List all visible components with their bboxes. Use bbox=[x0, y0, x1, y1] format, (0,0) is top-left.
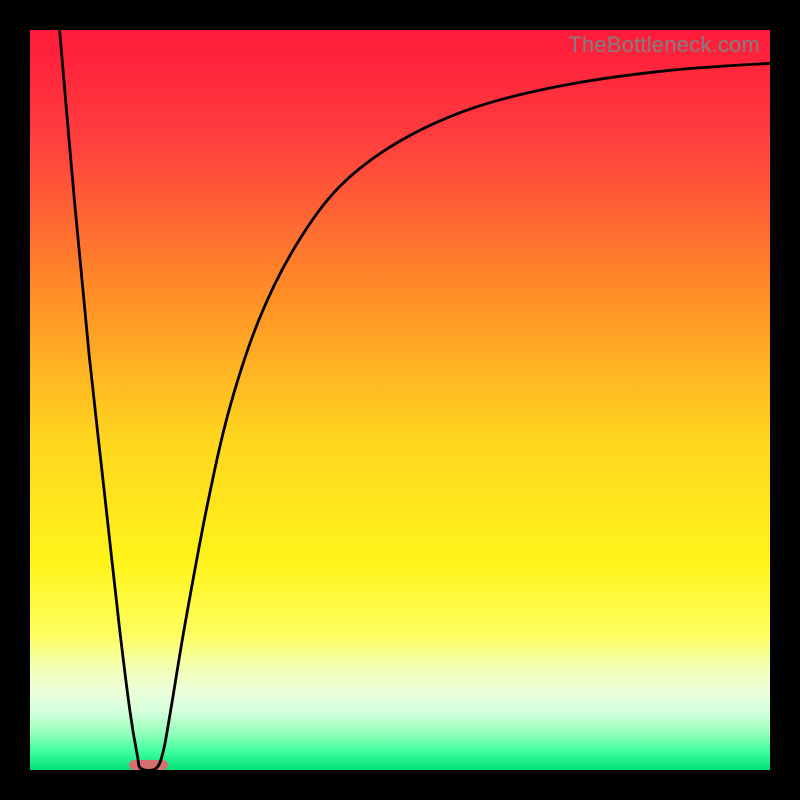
plot-area: TheBottleneck.com bbox=[30, 30, 770, 770]
watermark-label: TheBottleneck.com bbox=[568, 32, 760, 58]
chart-frame: TheBottleneck.com bbox=[0, 0, 800, 800]
bottleneck-curve bbox=[30, 30, 770, 770]
